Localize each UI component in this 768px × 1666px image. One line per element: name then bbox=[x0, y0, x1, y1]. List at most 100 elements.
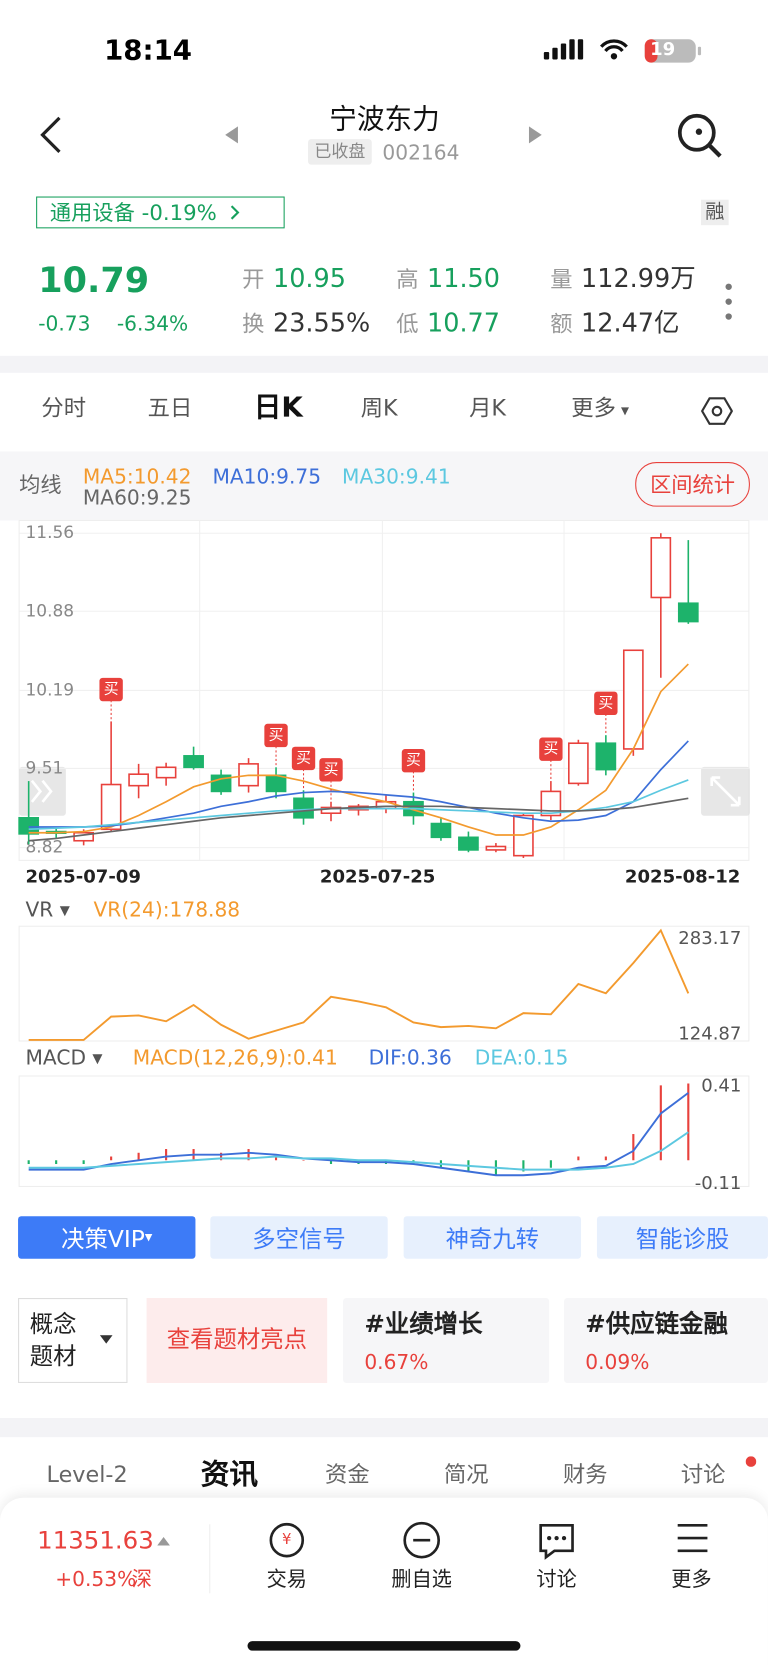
up-arrow bbox=[157, 1537, 170, 1546]
macd-title: MACD bbox=[25, 1046, 87, 1070]
macd-bar bbox=[632, 1134, 635, 1161]
stat-value: 23.55% bbox=[272, 308, 371, 338]
dea-value: DEA:0.15 bbox=[474, 1046, 569, 1070]
y-tick-label: 10.88 bbox=[25, 601, 74, 621]
macd-bar bbox=[247, 1149, 250, 1161]
buy-label: 买 bbox=[296, 748, 311, 766]
stat: 开 10.95 bbox=[242, 266, 346, 293]
home-indicator bbox=[247, 1641, 521, 1651]
feature-button[interactable]: 智能诊股 bbox=[596, 1216, 768, 1259]
buy-label: 买 bbox=[543, 739, 558, 757]
action-label[interactable]: 更多 bbox=[671, 1567, 712, 1592]
macd-frame bbox=[18, 1075, 750, 1188]
feature-button[interactable]: 神奇九转 bbox=[403, 1216, 582, 1259]
candle-body bbox=[265, 774, 287, 793]
sector-name: 通用设备 bbox=[49, 199, 135, 226]
tab[interactable]: 周K bbox=[360, 395, 398, 421]
dif-value: DIF:0.36 bbox=[368, 1046, 452, 1070]
margin-badge: 融 bbox=[701, 199, 729, 226]
action-label[interactable]: 删自选 bbox=[391, 1567, 452, 1592]
feature-button[interactable]: 多空信号 bbox=[210, 1216, 388, 1259]
buy-marker bbox=[539, 737, 563, 761]
line bbox=[28, 1092, 689, 1177]
tab[interactable]: 月K bbox=[469, 395, 507, 421]
separator bbox=[0, 355, 768, 373]
bottom-tab[interactable]: 简况 bbox=[443, 1461, 489, 1488]
macd-bar bbox=[659, 1085, 662, 1161]
divider bbox=[209, 1524, 211, 1594]
stat: 换 23.55% bbox=[242, 310, 370, 337]
candle-body bbox=[128, 773, 149, 787]
concept-tag[interactable]: #供应链金融 0.09% bbox=[564, 1298, 768, 1383]
notify-dot bbox=[745, 1456, 757, 1467]
y-tick-label: 124.87 bbox=[678, 1023, 741, 1044]
collapse-button[interactable] bbox=[19, 766, 66, 816]
battery-level: 19 bbox=[650, 39, 676, 61]
stat-value: 12.47亿 bbox=[581, 308, 680, 338]
y-tick-label: -0.11 bbox=[695, 1173, 742, 1194]
candle-body bbox=[183, 755, 204, 769]
bottom-tab[interactable]: 资讯 bbox=[200, 1458, 259, 1492]
tab[interactable]: 更多 ▾ bbox=[571, 395, 629, 421]
sector-chip[interactable]: 通用设备 -0.19% bbox=[36, 196, 285, 229]
stat-value: 10.95 bbox=[272, 263, 346, 294]
stat: 量 112.99万 bbox=[550, 266, 696, 293]
y-tick-label: 283.17 bbox=[678, 928, 741, 949]
macd-bar bbox=[687, 1083, 690, 1161]
candle-body bbox=[155, 766, 177, 779]
feature-button[interactable]: 决策VIP ▾ bbox=[18, 1216, 196, 1259]
vr-value: VR(24):178.88 bbox=[93, 898, 241, 922]
macd-bar bbox=[110, 1156, 113, 1161]
stock-name: 宁波东力 bbox=[329, 104, 440, 136]
separator bbox=[0, 1418, 768, 1438]
buy-label: 买 bbox=[324, 760, 339, 778]
tab[interactable]: 分时 bbox=[41, 395, 87, 421]
settings-icon[interactable] bbox=[701, 395, 733, 427]
charts: 11.56 10.88 10.19 9.51 8.82 2025-07-09 2025-07… bbox=[18, 519, 750, 1194]
tag-name: #业绩增长 bbox=[364, 1310, 483, 1339]
clock: 18:14 bbox=[104, 35, 193, 67]
candle-body bbox=[430, 822, 452, 839]
action-label[interactable]: 讨论 bbox=[536, 1567, 577, 1592]
buy-marker bbox=[594, 691, 618, 716]
collapse-icon bbox=[30, 779, 53, 803]
stat-label: 额 bbox=[550, 311, 573, 337]
tab[interactable]: 五日 bbox=[147, 395, 193, 421]
line bbox=[28, 663, 689, 836]
line bbox=[28, 797, 689, 842]
macd-bar bbox=[522, 1160, 525, 1172]
buy-marker bbox=[401, 749, 426, 773]
bottom-tab[interactable]: 讨论 bbox=[680, 1461, 726, 1488]
ma-legend: MA60:9.25 bbox=[82, 486, 192, 510]
concept-label: 概念题材 bbox=[29, 1311, 77, 1371]
buy-label: 买 bbox=[269, 725, 284, 743]
macd-bar bbox=[302, 1160, 305, 1161]
stat: 高 11.50 bbox=[396, 266, 500, 293]
concept-tag[interactable]: #业绩增长 0.67% bbox=[343, 1298, 550, 1383]
index-value: 11351.63 bbox=[37, 1527, 154, 1556]
action-label[interactable]: 交易 bbox=[266, 1567, 307, 1592]
x-tick-label: 2025-08-12 bbox=[625, 866, 740, 887]
bottom-tab[interactable]: 资金 bbox=[325, 1461, 370, 1488]
candle-body bbox=[595, 742, 617, 771]
x-tick-label: 2025-07-09 bbox=[25, 866, 140, 887]
macd-label: MACD ▾ bbox=[25, 1046, 103, 1070]
y-tick-label: 0.41 bbox=[701, 1076, 741, 1097]
concept-select[interactable]: 概念题材 bbox=[18, 1298, 128, 1383]
bottom-tab[interactable]: 财务 bbox=[562, 1461, 608, 1488]
macd-bar bbox=[577, 1156, 580, 1161]
ma-legend: MA30:9.41 bbox=[342, 465, 451, 489]
more-dots[interactable] bbox=[722, 283, 735, 321]
buy-marker bbox=[99, 677, 123, 702]
interval-stats-button[interactable]: 区间统计 bbox=[635, 462, 750, 507]
tag-pct: 0.09% bbox=[585, 1351, 650, 1375]
stat-value: 10.77 bbox=[427, 308, 500, 338]
tab[interactable]: 日K bbox=[253, 391, 303, 424]
concept-highlight-button[interactable]: 查看题材亮点 bbox=[146, 1298, 328, 1383]
stat-label: 开 bbox=[242, 266, 265, 293]
y-tick-label: 9.51 bbox=[25, 758, 63, 778]
macd-bar bbox=[55, 1160, 58, 1165]
bottom-tab[interactable]: Level-2 bbox=[46, 1461, 128, 1488]
line bbox=[28, 928, 690, 1041]
stat-label: 量 bbox=[550, 266, 573, 293]
